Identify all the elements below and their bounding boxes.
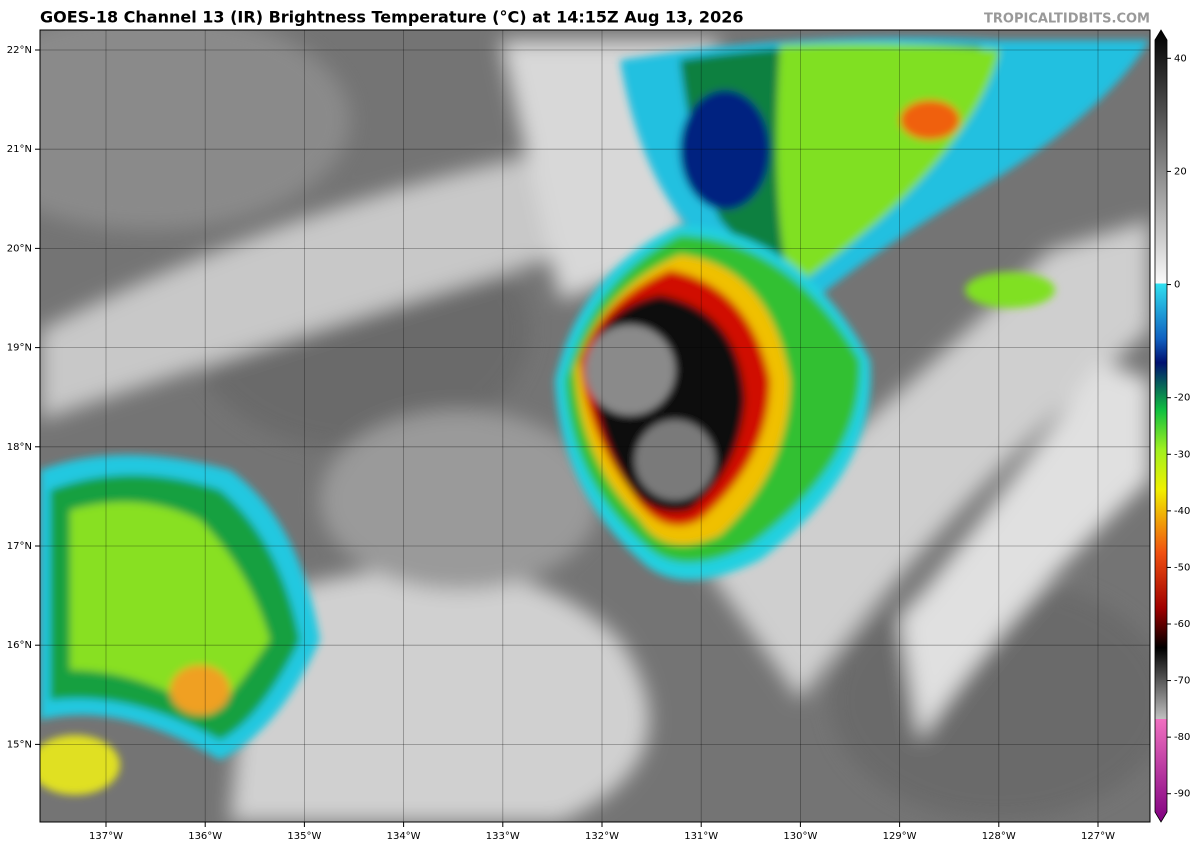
colorbar-tick-label: 40 (1174, 53, 1187, 64)
lon-label: 130°W (783, 831, 817, 842)
lat-label: 21°N (7, 144, 32, 155)
lat-label: 22°N (7, 45, 32, 56)
graticule (40, 30, 1150, 822)
lon-label: 132°W (585, 831, 619, 842)
lat-label: 16°N (7, 640, 32, 651)
satellite-image (40, 30, 1150, 822)
lon-label: 135°W (287, 831, 321, 842)
colorbar-tick-label: 0 (1174, 280, 1180, 291)
lat-label: 15°N (7, 739, 32, 750)
lon-label: 131°W (684, 831, 718, 842)
lat-label: 17°N (7, 541, 32, 552)
colorbar-tick-label: -30 (1174, 449, 1190, 460)
colorbar-tick-label: -20 (1174, 393, 1190, 404)
lon-label: 127°W (1081, 831, 1115, 842)
colorbar-tick-label: -40 (1174, 506, 1190, 517)
lat-label: 19°N (7, 343, 32, 354)
lat-label: 18°N (7, 442, 32, 453)
lon-label: 128°W (982, 831, 1016, 842)
colorbar-tick-label: -80 (1174, 732, 1190, 743)
colorbar-tick-label: -60 (1174, 619, 1190, 630)
colorbar-tick-label: -90 (1174, 789, 1190, 800)
lon-label: 133°W (486, 831, 520, 842)
labels: 22°N 21°N 20°N 19°N 18°N 17°N 16°N 15°N 137°W 136… (7, 45, 1191, 842)
lon-label: 136°W (188, 831, 222, 842)
lon-label: 129°W (883, 831, 917, 842)
colorbar-tick-label: -50 (1174, 562, 1190, 573)
lon-label: 134°W (387, 831, 421, 842)
colorbar-tick-label: 20 (1174, 166, 1187, 177)
colorbar-tick-label: -70 (1174, 676, 1190, 687)
map-frame (39, 29, 1151, 823)
lon-label: 137°W (89, 831, 123, 842)
lat-label: 20°N (7, 243, 32, 254)
credit: TROPICALTIDBITS.COM (984, 12, 1150, 27)
title: GOES-18 Channel 13 (IR) Brightness Tempe… (40, 8, 743, 27)
colorbar (1154, 29, 1168, 823)
